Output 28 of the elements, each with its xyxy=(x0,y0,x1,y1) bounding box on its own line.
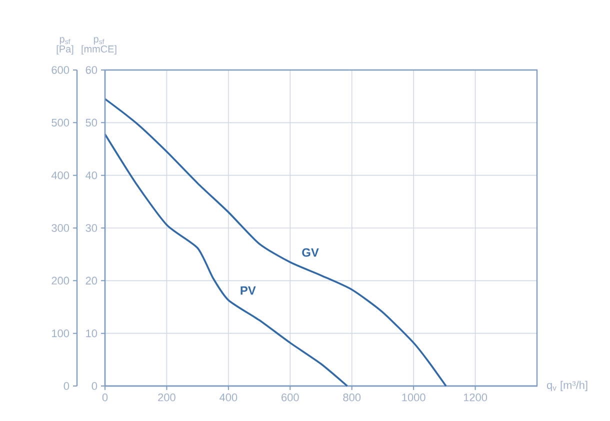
series-label: GV xyxy=(302,248,319,257)
x-tick-label: 800 xyxy=(343,394,361,402)
y-tick-label: 100 xyxy=(52,329,70,338)
y-tick-label: 400 xyxy=(51,171,70,180)
x-tick-label: 400 xyxy=(220,394,238,402)
y2-tick-label: 0 xyxy=(92,382,98,390)
y-tick-label: 500 xyxy=(52,118,70,127)
line-series xyxy=(104,133,348,387)
y2-tick-label: 60 xyxy=(86,66,98,74)
y2-tick-label: 30 xyxy=(86,224,98,232)
y-tick-label: 200 xyxy=(52,276,70,285)
series-label: PV xyxy=(240,286,256,295)
x-tick-label: 0 xyxy=(102,394,108,402)
x-tick-label: 600 xyxy=(282,394,299,402)
y2-tick-label: 50 xyxy=(86,118,98,127)
y-tick-label: 300 xyxy=(52,224,70,232)
y-tick-label: 0 xyxy=(64,382,70,390)
y2-tick-label: 20 xyxy=(86,276,98,285)
x-tick-label: 200 xyxy=(158,394,176,402)
y-tick-label: 600 xyxy=(52,66,70,74)
x-tick-label: 1000 xyxy=(402,394,426,402)
y-axis-title: p$_{sf}$ [Pa] xyxy=(56,37,74,54)
y2-tick-label: 10 xyxy=(86,329,98,338)
x-tick-label: 1200 xyxy=(464,394,488,402)
y2-tick-label: 40 xyxy=(86,171,98,180)
x-axis-title: q$_{v}$ [m³/h] xyxy=(546,380,588,392)
y2-axis-title: p$_{sf}$ [mmCE] xyxy=(82,37,116,54)
line-series xyxy=(104,98,447,387)
